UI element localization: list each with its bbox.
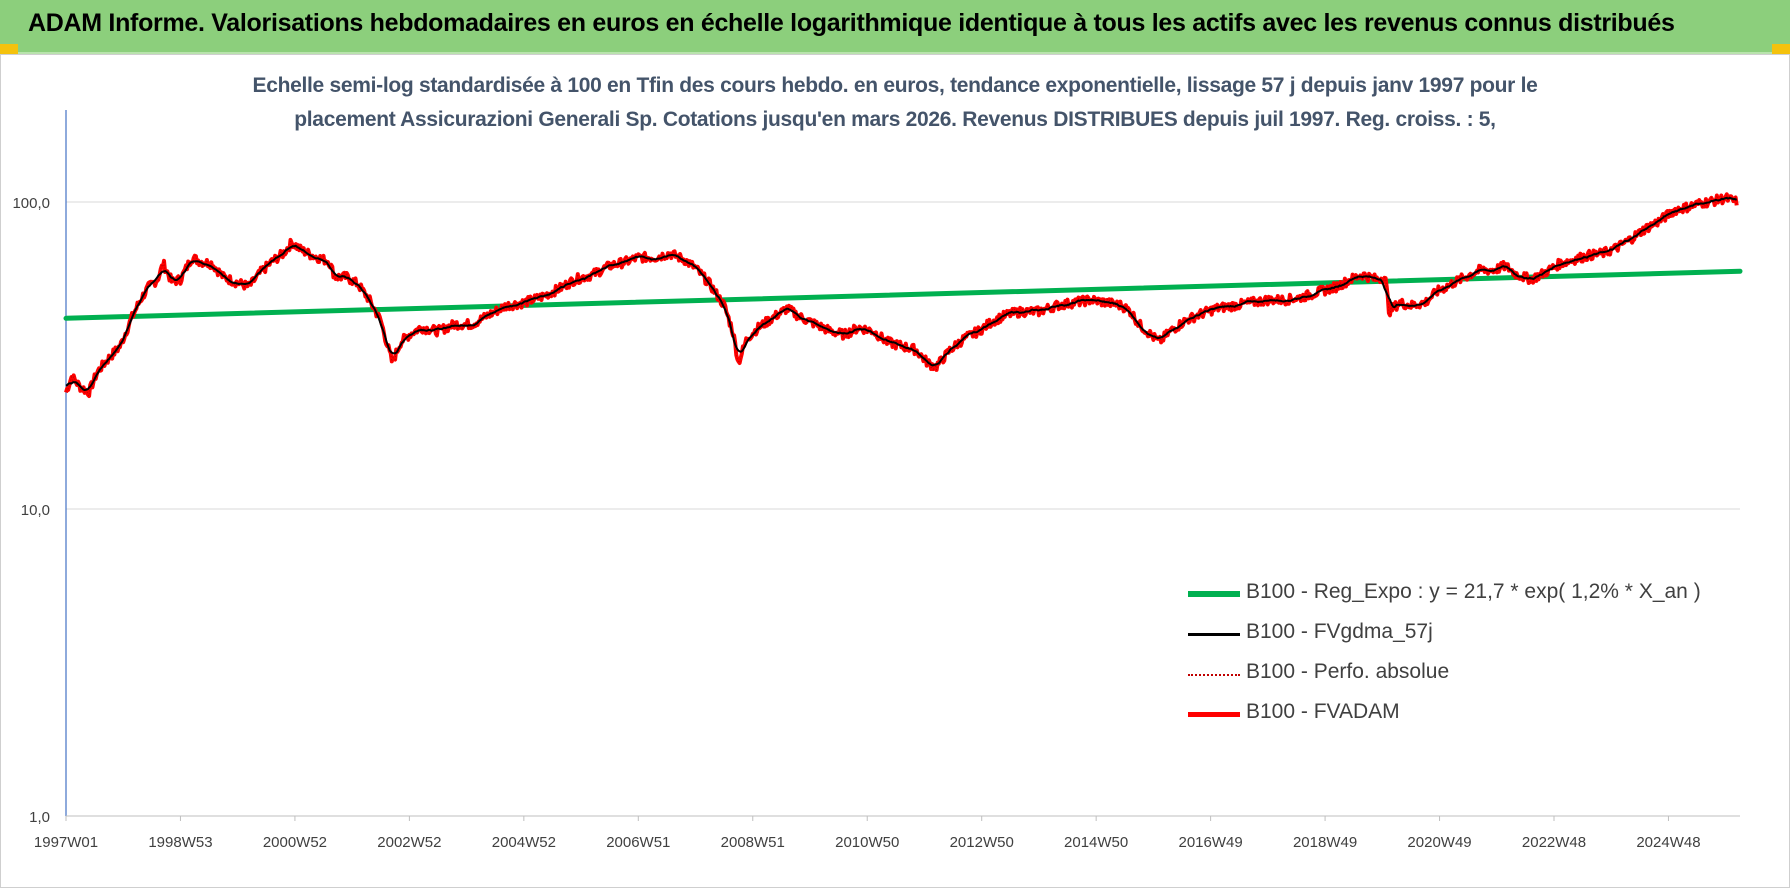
x-tick-label: 1998W53 (148, 834, 212, 851)
x-tick-label: 2010W50 (835, 834, 899, 851)
legend-label-fvgdma: B100 - FVgdma_57j (1246, 620, 1433, 643)
x-tick-label: 1997W01 (34, 834, 98, 851)
legend-swatch-fvgdma (1188, 633, 1240, 636)
chart-subtitle-line2: placement Assicurazioni Generali Sp. Cot… (294, 108, 1496, 131)
legend-label-perfo: B100 - Perfo. absolue (1246, 660, 1450, 683)
y-tick-label: 100,0 (12, 195, 50, 212)
x-tick-label: 2004W52 (492, 834, 556, 851)
legend-swatch-perfo (1188, 674, 1240, 676)
x-tick-label: 2022W48 (1522, 834, 1586, 851)
corner-accent-left (0, 44, 18, 54)
x-tick-label: 2016W49 (1179, 834, 1243, 851)
series-perfo-line (65, 192, 1738, 398)
x-tick-label: 2020W49 (1407, 834, 1471, 851)
x-tick-label: 2006W51 (606, 834, 670, 851)
x-tick-label: 2018W49 (1293, 834, 1357, 851)
chart-subtitle-line1: Echelle semi-log standardisée à 100 en T… (252, 74, 1538, 97)
x-tick-label: 2008W51 (721, 834, 785, 851)
legend-label-reg-expo: B100 - Reg_Expo : y = 21,7 * exp( 1,2% *… (1246, 580, 1701, 603)
legend-swatch-fvadam (1188, 712, 1240, 717)
x-tick-label: 2002W52 (377, 834, 441, 851)
page-title: ADAM Informe. Valorisations hebdomadaire… (28, 9, 1675, 37)
legend-label-fvadam: B100 - FVADAM (1246, 700, 1400, 723)
y-tick-label: 1,0 (29, 809, 50, 826)
corner-accent-right (1772, 44, 1790, 54)
x-tick-label: 2024W48 (1636, 834, 1700, 851)
x-tick-label: 2014W50 (1064, 834, 1128, 851)
header-bar: ADAM Informe. Valorisations hebdomadaire… (0, 0, 1790, 54)
series-reg-expo-line (63, 268, 1743, 321)
series-fvgdma-line (65, 196, 1738, 391)
y-tick-label: 10,0 (21, 502, 50, 519)
x-tick-label: 2012W50 (950, 834, 1014, 851)
x-tick-label: 2000W52 (263, 834, 327, 851)
legend-swatch-reg-expo (1188, 591, 1240, 597)
